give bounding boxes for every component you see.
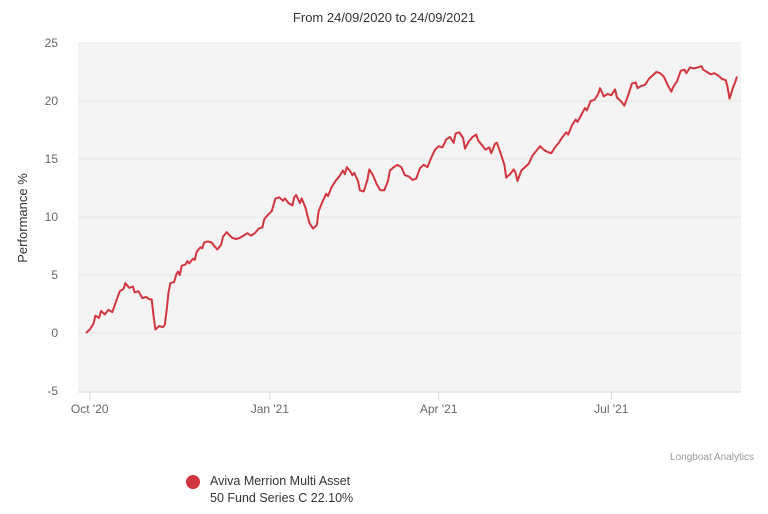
x-tick-label: Apr '21 — [420, 402, 458, 416]
y-tick-label: 20 — [45, 94, 59, 108]
y-axis-label: Performance % — [15, 173, 30, 263]
legend-label-line1: Aviva Merrion Multi Asset — [210, 474, 351, 488]
chart-title: From 24/09/2020 to 24/09/2021 — [292, 10, 476, 25]
x-tick-label: Oct '20 — [71, 402, 109, 416]
y-tick-label: 15 — [45, 152, 59, 166]
y-tick-label: -5 — [47, 384, 58, 398]
y-tick-label: 0 — [51, 326, 58, 340]
x-tick-label: Jul '21 — [594, 402, 629, 416]
legend-label-line2: 50 Fund Series C 22.10% — [210, 491, 354, 505]
y-axis-ticks: -5 0 5 10 15 20 25 — [45, 36, 59, 398]
y-tick-label: 5 — [51, 268, 58, 282]
x-axis-ticks: Oct '20 Jan '21 Apr '21 Jul '21 — [71, 392, 629, 416]
credits-link[interactable]: Longboat Analytics — [670, 452, 754, 463]
x-tick-label: Jan '21 — [251, 402, 290, 416]
legend-label: Aviva Merrion Multi Asset 50 Fund Series… — [210, 473, 353, 507]
performance-series-line[interactable] — [85, 65, 738, 334]
gridlines — [78, 42, 741, 334]
legend-marker-icon — [186, 475, 200, 489]
y-tick-label: 10 — [45, 210, 59, 224]
legend-item[interactable]: Aviva Merrion Multi Asset 50 Fund Series… — [186, 473, 353, 507]
y-tick-label: 25 — [45, 36, 59, 50]
